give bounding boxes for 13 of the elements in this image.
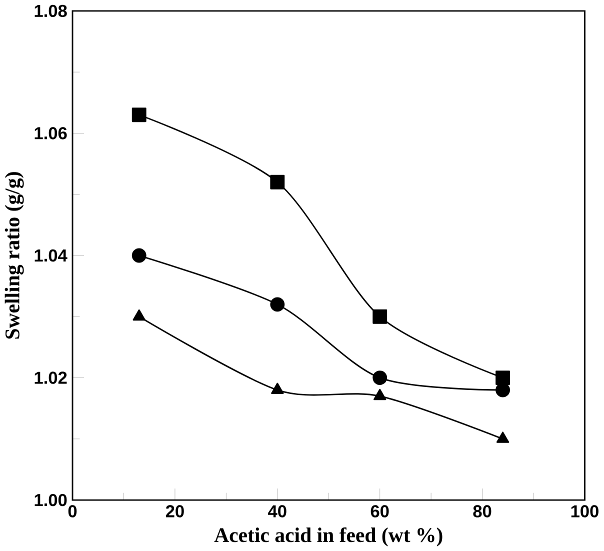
x-axis-title: Acetic acid in feed (wt %) xyxy=(214,527,442,546)
x-tick-label: 100 xyxy=(571,505,598,518)
x-tick-label: 80 xyxy=(473,505,492,518)
y-axis-title: Swelling ratio (g/g) xyxy=(4,172,24,339)
y-tick-label: 1.04 xyxy=(34,249,68,262)
x-tick-label: 20 xyxy=(166,505,184,518)
y-tick-label: 1.08 xyxy=(34,4,67,17)
y-tick-label: 1.06 xyxy=(34,127,67,140)
y-tick-label: 1.00 xyxy=(34,494,67,506)
x-tick-label: 40 xyxy=(268,505,286,518)
y-tick-label: 1.02 xyxy=(34,372,67,384)
x-tick-label: 60 xyxy=(370,505,389,518)
x-tick-label: 0 xyxy=(68,505,77,518)
